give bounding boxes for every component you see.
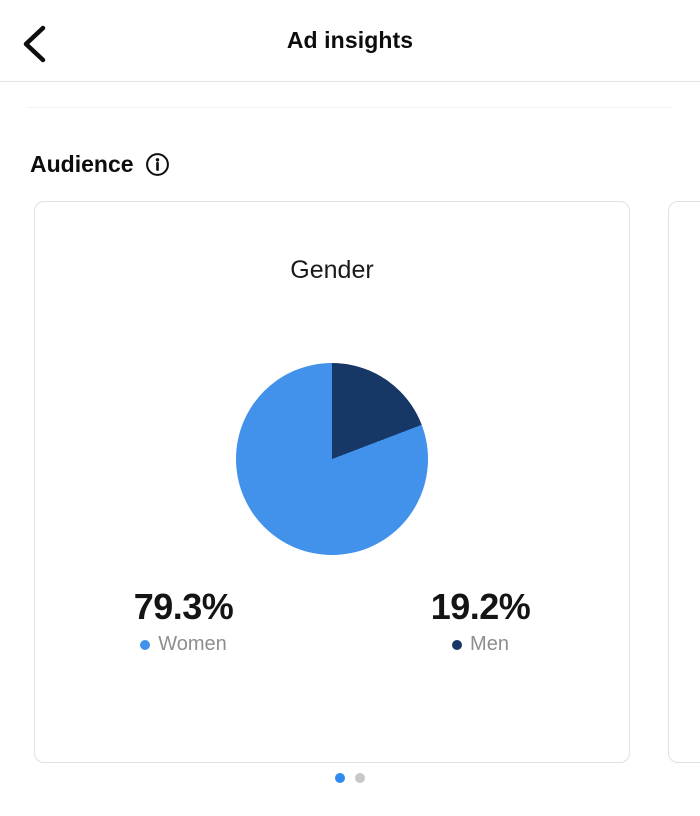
info-icon <box>145 152 170 177</box>
audience-section-header: Audience <box>0 151 700 178</box>
info-button[interactable] <box>145 152 170 177</box>
page-dot[interactable] <box>355 773 365 783</box>
legend-item-men: Men <box>452 633 509 656</box>
back-button[interactable] <box>16 22 60 66</box>
header: Ad insights <box>0 0 700 82</box>
men-legend-dot-icon <box>452 639 463 650</box>
audience-carousel[interactable]: Gender 79.3% Women 19.2% Men <box>0 201 700 763</box>
gender-card: Gender 79.3% Women 19.2% Men <box>34 201 630 763</box>
men-percentage: 19.2% <box>430 586 531 627</box>
chevron-left-icon <box>22 25 46 63</box>
legend-item-women: Women <box>140 633 227 656</box>
women-legend-dot-icon <box>140 639 151 650</box>
chart-title: Gender <box>290 256 374 284</box>
page-dot-active[interactable] <box>335 773 345 783</box>
gender-stats: 79.3% Women 19.2% Men <box>35 588 629 656</box>
next-audience-card[interactable] <box>668 201 700 763</box>
women-legend-label: Women <box>158 633 227 655</box>
page-title: Ad insights <box>286 27 414 53</box>
divider <box>27 107 672 108</box>
carousel-pagination[interactable] <box>0 773 700 783</box>
gender-pie-chart <box>236 363 428 555</box>
section-title: Audience <box>30 151 134 177</box>
women-percentage: 79.3% <box>133 586 234 627</box>
stat-women: 79.3% Women <box>35 588 332 656</box>
men-legend-label: Men <box>470 633 509 655</box>
stat-men: 19.2% Men <box>332 588 629 656</box>
